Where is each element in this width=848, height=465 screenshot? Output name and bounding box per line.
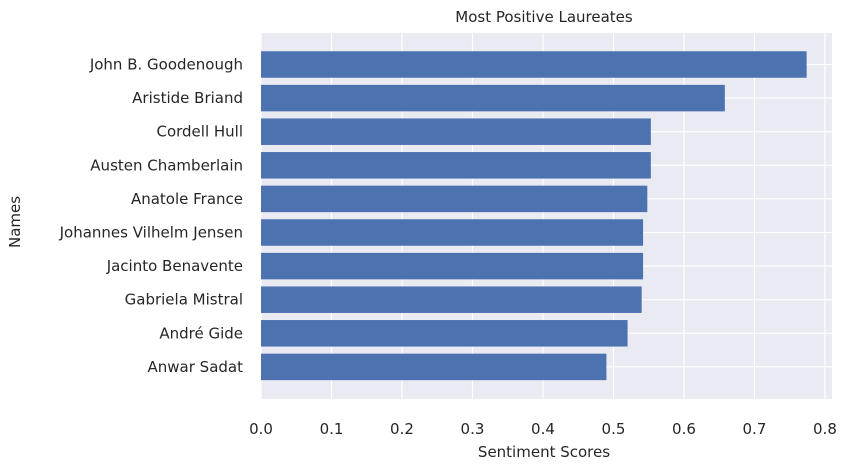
bar-john-b-goodenough (261, 51, 807, 78)
y-tick-label: Jacinto Benavente (106, 257, 243, 275)
x-tick-labels: 0.0 0.1 0.2 0.3 0.4 0.5 0.6 0.7 0.8 (249, 420, 837, 438)
y-tick-label: Gabriela Mistral (125, 291, 243, 309)
bar-anatole-france (261, 185, 648, 213)
bar-johannes-vilhelm-jensen (261, 219, 644, 246)
bar-aristide-briand (261, 84, 725, 112)
x-tick-label: 0.0 (249, 420, 273, 438)
y-tick-labels: John B. Goodenough Aristide Briand Cordell… (59, 56, 243, 376)
y-tick-label: Anatole France (131, 190, 243, 208)
chart-title: Most Positive Laureates (455, 8, 633, 26)
y-tick-label: Anwar Sadat (148, 358, 244, 376)
bar-andr-gide (261, 320, 628, 347)
x-tick-label: 0.4 (531, 420, 555, 438)
x-tick-label: 0.7 (743, 420, 767, 438)
y-tick-label: Johannes Vilhelm Jensen (59, 224, 243, 242)
bar-anwar-sadat (261, 353, 607, 381)
y-tick-label: John B. Goodenough (89, 56, 243, 74)
bar-cordell-hull (261, 118, 651, 145)
y-tick-label: Aristide Briand (132, 89, 243, 107)
y-tick-label: Austen Chamberlain (90, 156, 243, 174)
x-tick-label: 0.6 (672, 420, 696, 438)
x-axis-label: Sentiment Scores (478, 443, 610, 461)
bar-austen-chamberlain (261, 152, 651, 179)
y-tick-label: Cordell Hull (156, 123, 243, 141)
bars (261, 51, 807, 381)
x-tick-label: 0.8 (813, 420, 837, 438)
y-tick-label: André Gide (159, 324, 243, 342)
x-tick-label: 0.5 (602, 420, 626, 438)
y-axis-label: Names (6, 196, 24, 248)
bar-gabriela-mistral (261, 286, 642, 313)
x-tick-label: 0.3 (461, 420, 485, 438)
bar-jacinto-benavente (261, 252, 644, 280)
x-tick-label: 0.1 (320, 420, 344, 438)
x-tick-label: 0.2 (390, 420, 414, 438)
